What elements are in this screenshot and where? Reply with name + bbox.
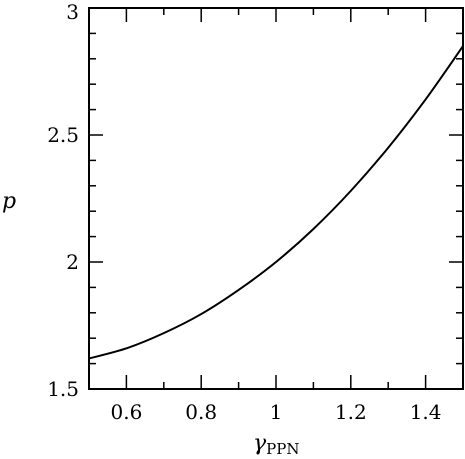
axis-ticks (88, 7, 464, 390)
x-tick-label: 0.8 (185, 400, 217, 424)
x-tick-label: 0.6 (110, 400, 142, 424)
x-tick-label: 1.2 (335, 400, 367, 424)
x-tick-label: 1.4 (410, 400, 442, 424)
tick-labels: 0.6 0.8 1 1.2 1.4 1.5 2 2.5 3 (47, 0, 441, 424)
x-axis-label: γPPN (253, 431, 299, 458)
x-axis-label-subscript: PPN (266, 440, 299, 458)
plot-frame (88, 7, 464, 390)
y-tick-label: 2 (66, 250, 79, 274)
x-axis-label-symbol: γ (253, 431, 267, 456)
y-tick-label: 3 (66, 0, 79, 24)
x-tick-label: 1 (270, 400, 283, 424)
series-line (88, 45, 464, 360)
y-axis-label: p (2, 189, 16, 214)
y-tick-label: 1.5 (47, 377, 79, 401)
y-tick-label: 2.5 (47, 123, 79, 147)
